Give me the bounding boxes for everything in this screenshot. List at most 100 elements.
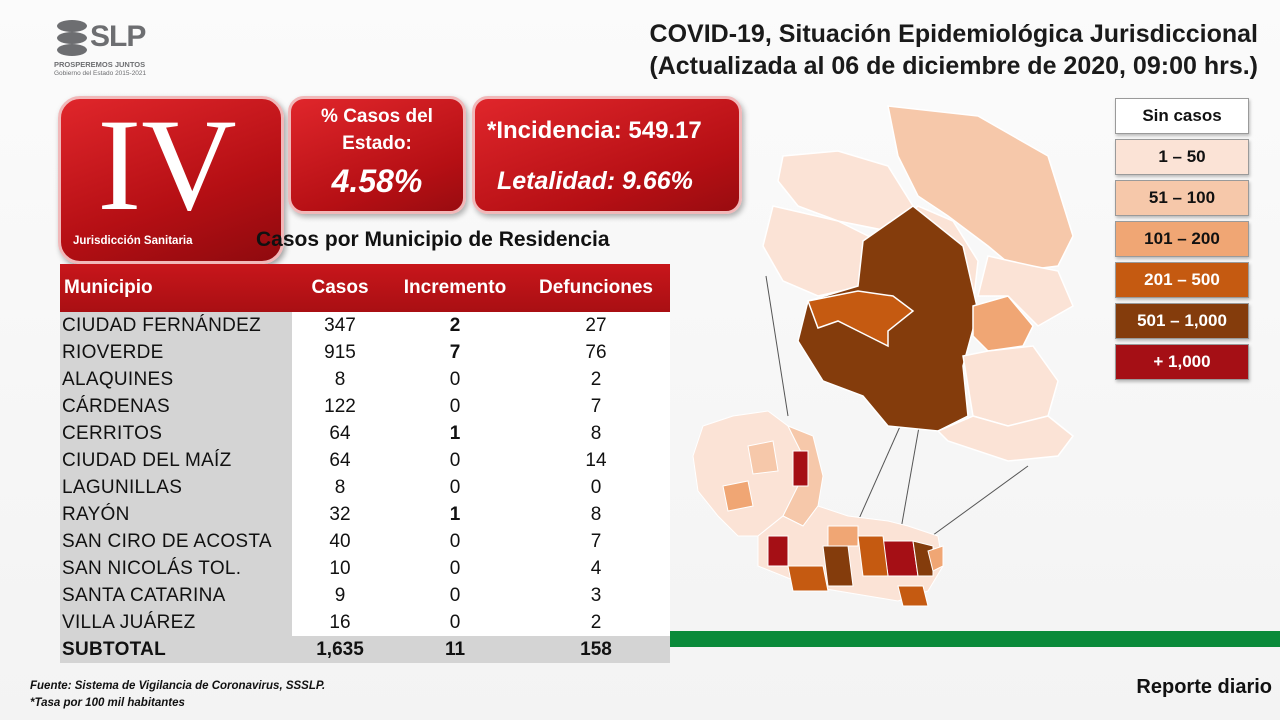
- cell-casos: 8: [292, 474, 388, 501]
- cell-defunciones: 2: [522, 366, 670, 393]
- cell-incremento: 0: [388, 609, 522, 636]
- slp-logo: SLP PROSPEREMOS JUNTOS Gobierno del Esta…: [52, 14, 172, 84]
- logo-slogan: PROSPEREMOS JUNTOS: [54, 60, 146, 69]
- header-defunciones: Defunciones: [538, 277, 654, 298]
- logo-name: SLP: [90, 20, 146, 53]
- cell-casos: 9: [292, 582, 388, 609]
- cell-casos: 122: [292, 393, 388, 420]
- cell-casos: 10: [292, 555, 388, 582]
- table-row: RIOVERDE 915 7 76: [60, 339, 670, 366]
- source-text: Fuente: Sistema de Vigilancia de Coronav…: [30, 680, 326, 692]
- cell-casos: 8: [292, 366, 388, 393]
- cell-municipio: SANTA CATARINA: [60, 582, 292, 609]
- cell-municipio: RAYÓN: [60, 501, 292, 528]
- table-body: CIUDAD FERNÁNDEZ 347 2 27 RIOVERDE 915 7 76 ALAQ…: [60, 312, 670, 663]
- cell-casos: 16: [292, 609, 388, 636]
- state-percent-label: % Casos del Estado:: [321, 106, 433, 154]
- cell-defunciones: 0: [522, 474, 670, 501]
- cell-incremento: 0: [388, 366, 522, 393]
- legend-item: Sin casos: [1115, 98, 1249, 134]
- state-percent-card: % Casos del Estado: 4.58%: [288, 96, 466, 214]
- cell-defunciones: 8: [522, 420, 670, 447]
- cell-incremento: 0: [388, 528, 522, 555]
- title-line-2: (Actualizada al 06 de diciembre de 2020,…: [649, 52, 1258, 80]
- map-legend: Sin casos 1 – 50 51 – 100 101 – 200 201 – 50…: [1115, 98, 1251, 385]
- cell-defunciones: 8: [522, 501, 670, 528]
- header-municipio: Municipio: [64, 277, 153, 298]
- cell-incremento: 2: [388, 312, 522, 339]
- table-row: CERRITOS 64 1 8: [60, 420, 670, 447]
- legend-item: + 1,000: [1115, 344, 1249, 380]
- total-defunciones: 158: [522, 636, 670, 663]
- table-row: CIUDAD DEL MAÍZ 64 0 14: [60, 447, 670, 474]
- cell-municipio: CIUDAD FERNÁNDEZ: [60, 312, 292, 339]
- cell-incremento: 0: [388, 474, 522, 501]
- cell-incremento: 0: [388, 555, 522, 582]
- logo-government: Gobierno del Estado 2015-2021: [54, 70, 147, 77]
- table-row: CÁRDENAS 122 0 7: [60, 393, 670, 420]
- title-line-1: COVID-19, Situación Epidemiológica Juris…: [649, 20, 1258, 48]
- legend-item: 1 – 50: [1115, 139, 1249, 175]
- green-divider: [670, 631, 1280, 647]
- header-casos: Casos: [311, 277, 369, 298]
- table-row: CIUDAD FERNÁNDEZ 347 2 27: [60, 312, 670, 339]
- table-row: RAYÓN 32 1 8: [60, 501, 670, 528]
- cell-defunciones: 4: [522, 555, 670, 582]
- legend-item: 501 – 1,000: [1115, 303, 1249, 339]
- table-row: SANTA CATARINA 9 0 3: [60, 582, 670, 609]
- cell-casos: 64: [292, 447, 388, 474]
- cell-defunciones: 7: [522, 393, 670, 420]
- header-incremento: Incremento: [403, 277, 507, 298]
- cell-incremento: 0: [388, 582, 522, 609]
- table-header: Municipio Casos Incremento Defunciones: [60, 264, 670, 312]
- cell-incremento: 7: [388, 339, 522, 366]
- cell-defunciones: 76: [522, 339, 670, 366]
- incidence-value: *Incidencia: 549.17: [487, 117, 702, 144]
- table-caption: Casos por Municipio de Residencia: [256, 228, 610, 251]
- cell-defunciones: 7: [522, 528, 670, 555]
- table-row: ALAQUINES 8 0 2: [60, 366, 670, 393]
- cell-municipio: CIUDAD DEL MAÍZ: [60, 447, 292, 474]
- logo-mark-icon: [57, 20, 87, 56]
- cell-defunciones: 14: [522, 447, 670, 474]
- table-row: VILLA JUÁREZ 16 0 2: [60, 609, 670, 636]
- table-row: SAN NICOLÁS TOL. 10 0 4: [60, 555, 670, 582]
- lethality-value: Letalidad: 9.66%: [497, 167, 693, 195]
- source-note: Fuente: Sistema de Vigilancia de Coronav…: [30, 678, 325, 712]
- report-label: Reporte diario: [1136, 676, 1272, 698]
- cell-municipio: CÁRDENAS: [60, 393, 292, 420]
- legend-item: 201 – 500: [1115, 262, 1249, 298]
- legend-item: 101 – 200: [1115, 221, 1249, 257]
- cell-casos: 915: [292, 339, 388, 366]
- table-total-row: SUBTOTAL 1,635 11 158: [60, 636, 670, 663]
- incidence-card: *Incidencia: 549.17 Letalidad: 9.66%: [472, 96, 742, 214]
- cell-incremento: 1: [388, 420, 522, 447]
- cell-municipio: RIOVERDE: [60, 339, 292, 366]
- cell-casos: 347: [292, 312, 388, 339]
- total-casos: 1,635: [292, 636, 388, 663]
- legend-item: 51 – 100: [1115, 180, 1249, 216]
- cell-defunciones: 3: [522, 582, 670, 609]
- jurisdiction-map: [692, 105, 1075, 607]
- state-percent-value: 4.58%: [331, 163, 423, 199]
- table-row: SAN CIRO DE ACOSTA 40 0 7: [60, 528, 670, 555]
- cell-casos: 40: [292, 528, 388, 555]
- cell-defunciones: 2: [522, 609, 670, 636]
- cell-defunciones: 27: [522, 312, 670, 339]
- table-row: LAGUNILLAS 8 0 0: [60, 474, 670, 501]
- jurisdiction-label: Jurisdicción Sanitaria: [73, 235, 193, 247]
- total-incremento: 11: [388, 636, 522, 663]
- jurisdiction-badge: IV Jurisdicción Sanitaria: [58, 96, 284, 264]
- cell-municipio: CERRITOS: [60, 420, 292, 447]
- cell-municipio: SAN NICOLÁS TOL.: [60, 555, 292, 582]
- cell-municipio: LAGUNILLAS: [60, 474, 292, 501]
- jurisdiction-numeral: IV: [97, 91, 237, 238]
- cell-incremento: 0: [388, 393, 522, 420]
- cell-incremento: 0: [388, 447, 522, 474]
- cell-casos: 32: [292, 501, 388, 528]
- cell-municipio: ALAQUINES: [60, 366, 292, 393]
- total-label: SUBTOTAL: [60, 636, 292, 663]
- page-title: COVID-19, Situación Epidemiológica Juris…: [649, 18, 1258, 82]
- cases-table: Municipio Casos Incremento Defunciones C…: [60, 264, 670, 663]
- cell-municipio: VILLA JUÁREZ: [60, 609, 292, 636]
